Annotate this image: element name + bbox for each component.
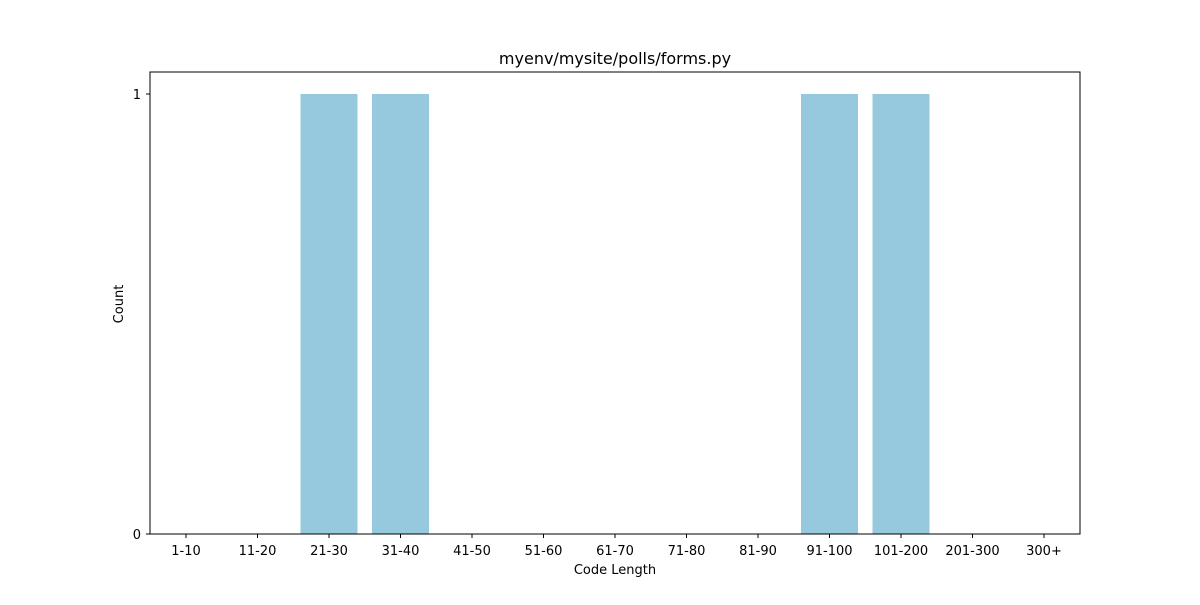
- y-axis-label: Count: [112, 285, 127, 324]
- bar-91-100: [801, 94, 858, 534]
- y-tick-label: 0: [133, 528, 141, 543]
- bar-31-40: [372, 94, 429, 534]
- x-tick-label: 81-90: [739, 544, 777, 559]
- x-tick-label: 51-60: [525, 544, 563, 559]
- bar-21-30: [300, 94, 358, 534]
- plot-frame: [149, 71, 1081, 535]
- x-tick-label: 61-70: [596, 544, 634, 559]
- x-tick-label: 201-300: [945, 544, 999, 559]
- y-axis-ticks: 01: [133, 88, 150, 543]
- x-tick-label: 91-100: [806, 544, 852, 559]
- x-axis-label: Code Length: [574, 563, 656, 578]
- bars-group: [300, 94, 930, 534]
- x-tick-label: 11-20: [239, 544, 277, 559]
- x-tick-label: 31-40: [382, 544, 420, 559]
- x-tick-label: 1-10: [171, 544, 201, 559]
- bar-101-200: [872, 94, 930, 534]
- x-tick-label: 41-50: [453, 544, 491, 559]
- x-tick-label: 21-30: [310, 544, 348, 559]
- x-tick-label: 101-200: [874, 544, 928, 559]
- chart-title: myenv/mysite/polls/forms.py: [499, 49, 731, 68]
- x-axis-ticks: 1-10 11-20 21-30 31-40 41-50 51-60 61-70 71-80 8…: [171, 534, 1062, 559]
- x-tick-label: 71-80: [668, 544, 706, 559]
- x-tick-label: 300+: [1026, 544, 1062, 559]
- y-tick-label: 1: [133, 88, 141, 103]
